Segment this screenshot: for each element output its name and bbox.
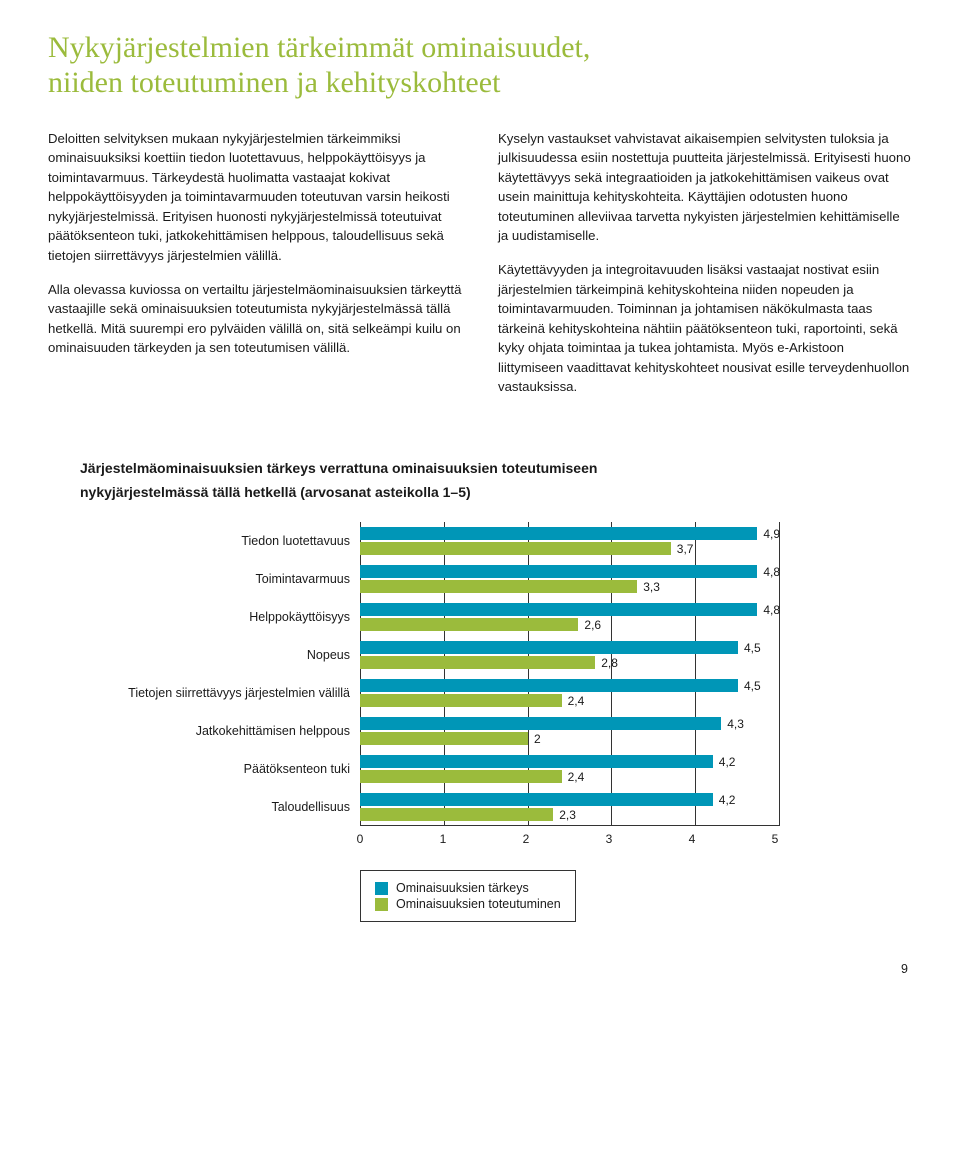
chart-section: Järjestelmäominaisuuksien tärkeys verrat… [48, 459, 912, 923]
chart-bar [360, 580, 637, 593]
title-line1: Nykyjärjestelmien tärkeimmät ominaisuude… [48, 31, 590, 64]
chart-row: 4,9 3,7 [360, 522, 780, 560]
chart-bar-value: 2,4 [568, 770, 585, 784]
chart-x-tick: 5 [770, 832, 780, 846]
chart-x-tick: 1 [438, 832, 448, 846]
chart-bar [360, 717, 721, 730]
chart-bar-value: 2 [534, 732, 541, 746]
chart-bar-value: 2,6 [584, 618, 601, 632]
chart-category-label: Taloudellisuus [80, 788, 360, 826]
chart-row: 4,5 2,4 [360, 674, 780, 712]
chart-bar-value: 2,3 [559, 808, 576, 822]
chart-x-tick: 3 [604, 832, 614, 846]
title-line2: niiden toteutuminen ja kehityskohteet [48, 66, 500, 99]
chart-bar-value: 3,7 [677, 542, 694, 556]
chart-bar [360, 679, 738, 692]
chart-bar [360, 808, 553, 821]
chart-bar [360, 565, 757, 578]
chart-category-label: Jatkokehittämisen helppous [80, 712, 360, 750]
chart-subtitle: nykyjärjestelmässä tällä hetkellä (arvos… [80, 484, 912, 500]
legend-swatch-icon [375, 882, 388, 895]
chart-bar-value: 4,8 [763, 603, 780, 617]
left-column: Deloitten selvityksen mukaan nykyjärjest… [48, 129, 462, 411]
chart-category-label: Helppokäyttöisyys [80, 598, 360, 636]
chart-row: 4,2 2,4 [360, 750, 780, 788]
page-number: 9 [48, 962, 912, 976]
legend-label: Ominaisuuksien tärkeys [396, 881, 529, 895]
chart-row: 4,5 2,8 [360, 636, 780, 674]
chart-bar [360, 641, 738, 654]
legend-item-realization: Ominaisuuksien toteutuminen [375, 897, 561, 911]
chart-body: Tiedon luotettavuusToimintavarmuusHelppo… [80, 522, 912, 826]
chart-bar-value: 4,9 [763, 527, 780, 541]
chart-bar [360, 793, 713, 806]
chart-plot-area: 4,93,74,83,34,82,64,52,84,52,44,324,22,4… [360, 522, 780, 826]
chart-x-tick: 2 [521, 832, 531, 846]
chart-bar-value: 3,3 [643, 580, 660, 594]
chart-bar [360, 618, 578, 631]
chart-bar-value: 2,4 [568, 694, 585, 708]
chart-bar-value: 4,2 [719, 755, 736, 769]
chart-category-label: Tiedon luotettavuus [80, 522, 360, 560]
chart-x-tick: 0 [355, 832, 365, 846]
chart-category-label: Toimintavarmuus [80, 560, 360, 598]
right-para-2: Käytettävyyden ja integroitavuuden lisäk… [498, 260, 912, 397]
chart-bar [360, 694, 562, 707]
chart-row: 4,32 [360, 712, 780, 750]
chart-category-label: Nopeus [80, 636, 360, 674]
chart-category-label: Päätöksenteon tuki [80, 750, 360, 788]
right-column: Kyselyn vastaukset vahvistavat aikaisemp… [498, 129, 912, 411]
legend-label: Ominaisuuksien toteutuminen [396, 897, 561, 911]
chart-title: Järjestelmäominaisuuksien tärkeys verrat… [80, 459, 912, 479]
chart-legend: Ominaisuuksien tärkeys Ominaisuuksien to… [360, 870, 576, 922]
chart-bar [360, 542, 671, 555]
chart-row: 4,2 2,3 [360, 788, 780, 826]
chart-category-labels: Tiedon luotettavuusToimintavarmuusHelppo… [80, 522, 360, 826]
chart-row: 4,8 2,6 [360, 598, 780, 636]
page-title: Nykyjärjestelmien tärkeimmät ominaisuude… [48, 30, 912, 101]
chart-bar-value: 4,8 [763, 565, 780, 579]
chart-bar-value: 4,2 [719, 793, 736, 807]
chart-bar-value: 2,8 [601, 656, 618, 670]
legend-item-importance: Ominaisuuksien tärkeys [375, 881, 561, 895]
chart-bar [360, 770, 562, 783]
left-para-2: Alla olevassa kuviossa on vertailtu järj… [48, 280, 462, 358]
body-columns: Deloitten selvityksen mukaan nykyjärjest… [48, 129, 912, 411]
chart-row: 4,8 3,3 [360, 560, 780, 598]
chart-bar [360, 755, 713, 768]
chart-bar [360, 732, 528, 745]
left-para-1: Deloitten selvityksen mukaan nykyjärjest… [48, 129, 462, 266]
chart-bar [360, 656, 595, 669]
chart-bar-value: 4,3 [727, 717, 744, 731]
chart-bar [360, 603, 757, 616]
right-para-1: Kyselyn vastaukset vahvistavat aikaisemp… [498, 129, 912, 246]
legend-swatch-icon [375, 898, 388, 911]
chart-category-label: Tietojen siirrettävyys järjestelmien väl… [80, 674, 360, 712]
chart-bar [360, 527, 757, 540]
chart-bar-value: 4,5 [744, 679, 761, 693]
chart-bar-value: 4,5 [744, 641, 761, 655]
chart-x-tick: 4 [687, 832, 697, 846]
chart-x-axis: 012345 [360, 826, 780, 846]
